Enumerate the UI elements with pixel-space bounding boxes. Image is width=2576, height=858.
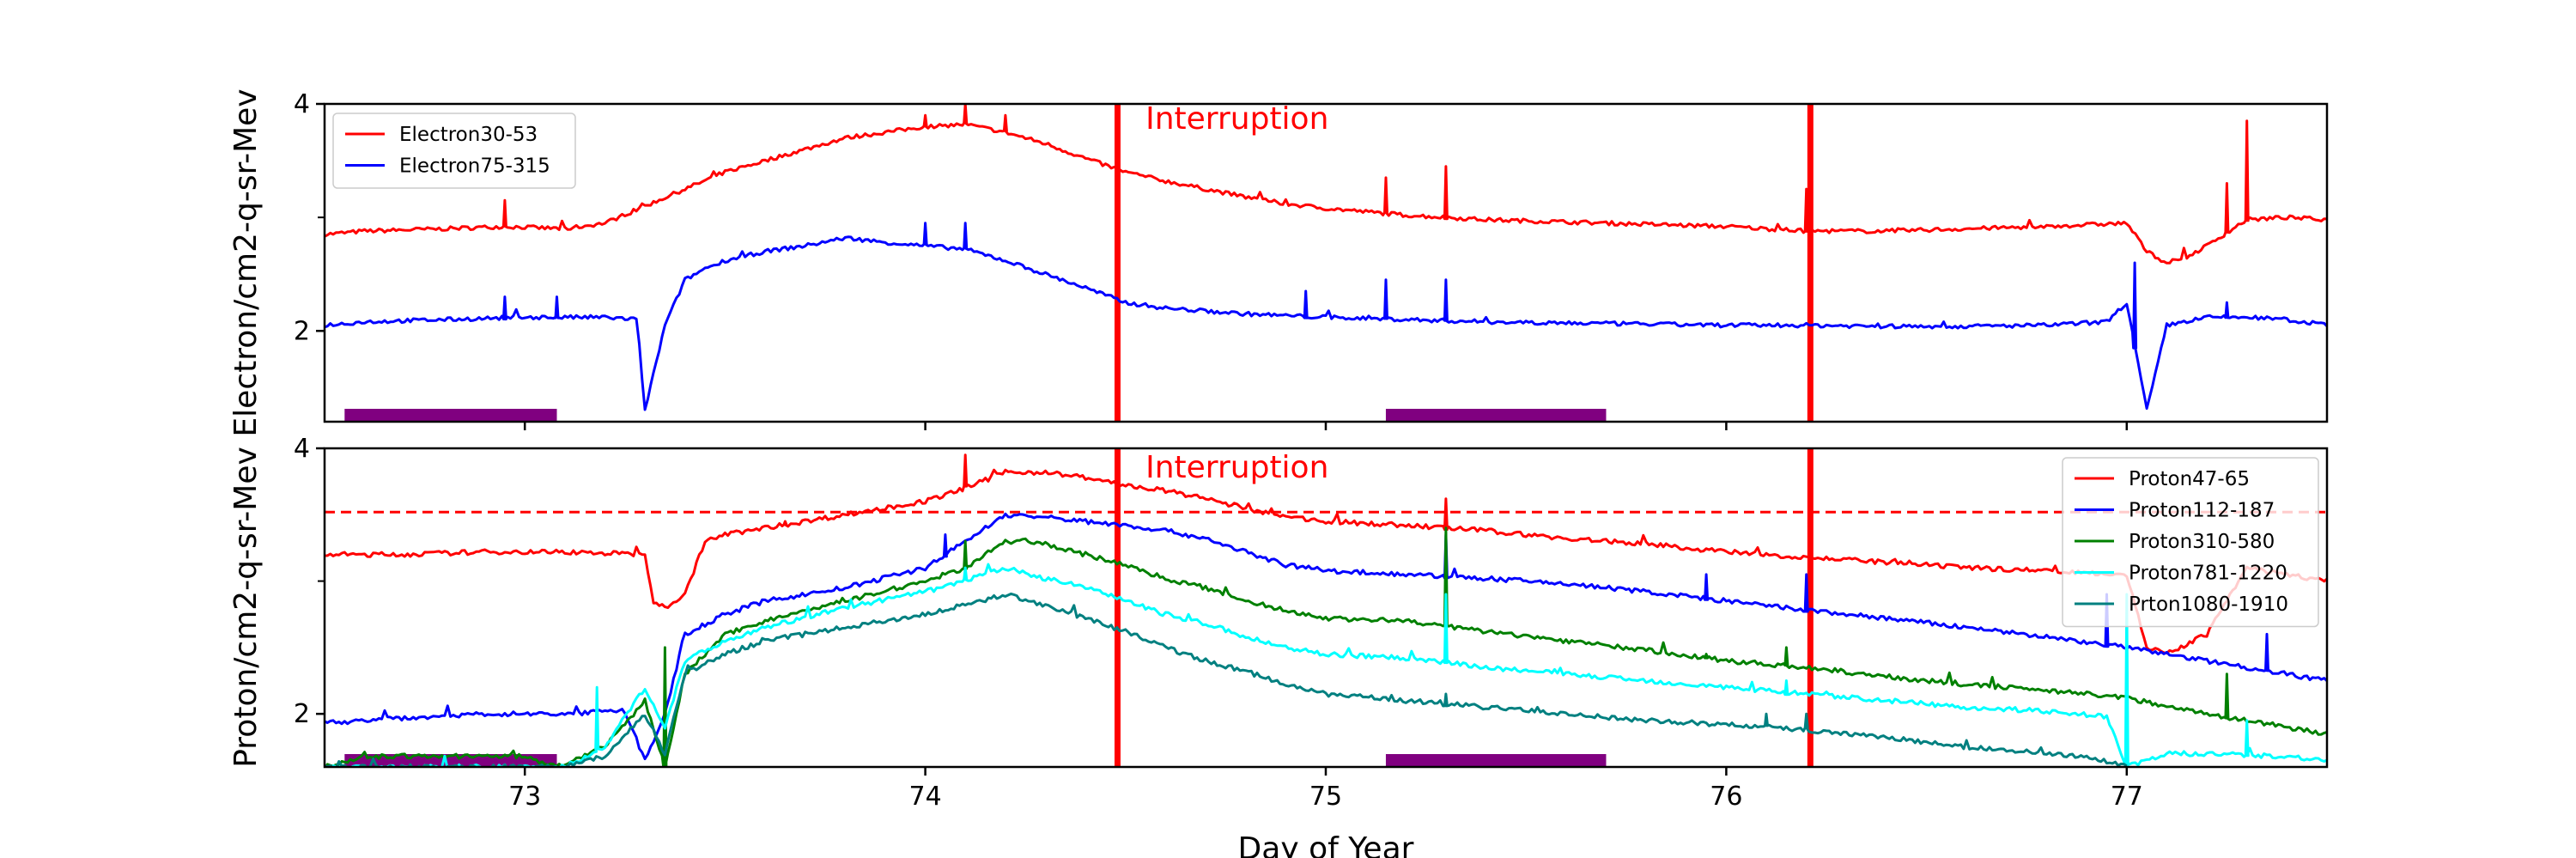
series-line-Proton112-187	[325, 512, 2327, 761]
proton-purple-bar	[1385, 754, 1607, 767]
x-tick-label: 77	[2111, 782, 2143, 812]
legend-label: Proton781-1220	[2129, 563, 2287, 585]
x-tick-label: 76	[1710, 782, 1742, 812]
proton-panel: 73 74 75 76 77 2 4 Interruption Proton/cm2-q-s…	[228, 434, 2329, 858]
proton-purple-bar	[344, 754, 557, 767]
electron-interruption-annotation: Interruption	[1145, 101, 1328, 137]
y-tick-label: 2	[294, 699, 310, 729]
series-line-Electron75-315	[325, 222, 2327, 411]
proton-legend-box	[2062, 457, 2319, 628]
legend-label: Proton310-580	[2129, 531, 2275, 553]
series-line-Proton310-580	[325, 526, 2327, 767]
series-line-Proton47-65	[325, 453, 2327, 654]
electron-legend: Electron30-53 Electron75-315	[332, 113, 576, 189]
legend-label: Prton1080-1910	[2129, 593, 2288, 616]
proton-ylabel: Proton/cm2-q-sr-Mev	[228, 447, 264, 768]
legend-label: Electron75-315	[399, 155, 550, 178]
y-tick-label: 2	[294, 316, 310, 346]
proton-interruption-annotation: Interruption	[1145, 450, 1328, 485]
legend-label: Proton47-65	[2129, 468, 2250, 490]
series-line-Proton781-1220	[325, 563, 2327, 767]
legend-label: Electron30-53	[399, 124, 538, 146]
x-axis-label: Day of Year	[1238, 831, 1414, 858]
legend-label: Proton112-187	[2129, 500, 2275, 522]
electron-panel: 2 4 Interruption Electron/cm2-q-sr-Mev El…	[228, 88, 2329, 437]
series-line-Electron30-53	[325, 104, 2327, 265]
y-tick-label: 4	[294, 89, 310, 119]
electron-ylabel: Electron/cm2-q-sr-Mev	[228, 88, 264, 436]
electron-legend-box	[332, 113, 576, 189]
electron-purple-bar	[1385, 409, 1607, 422]
proton-legend: Proton47-65 Proton112-187 Proton310-580 Pro…	[2062, 457, 2319, 628]
y-tick-label: 4	[294, 434, 310, 464]
x-tick-label: 74	[909, 782, 942, 812]
x-tick-label: 75	[1309, 782, 1342, 812]
electron-purple-bar	[344, 409, 557, 422]
series-line-Prton1080-1910	[325, 592, 2128, 767]
x-tick-label: 73	[508, 782, 541, 812]
